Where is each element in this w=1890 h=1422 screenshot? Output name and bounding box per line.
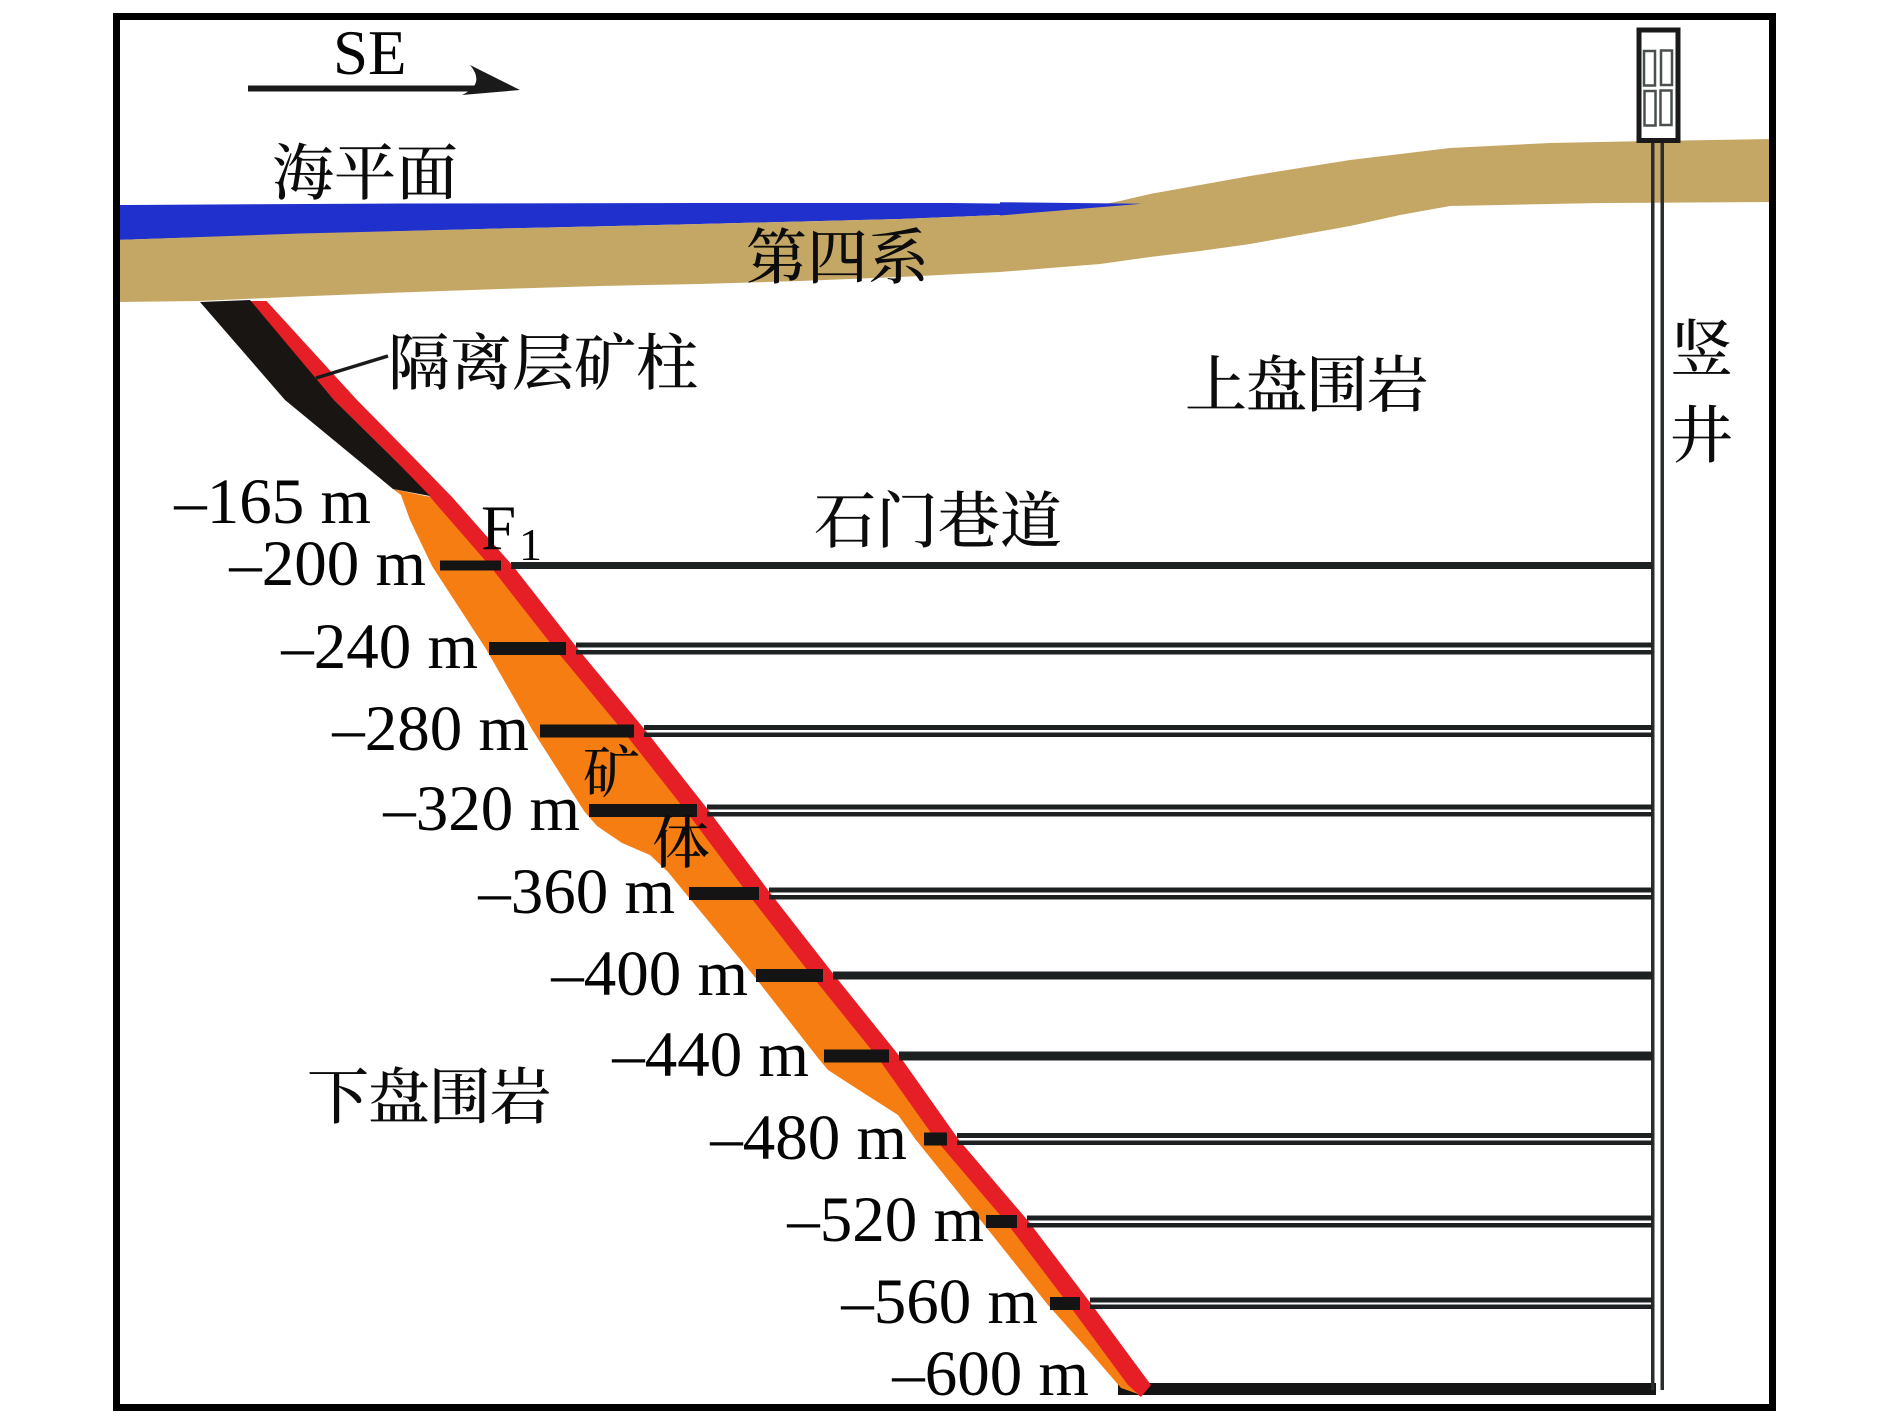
svg-text:–320 m: –320 m <box>382 773 580 845</box>
svg-text:–520 m: –520 m <box>786 1184 984 1256</box>
svg-text:–560 m: –560 m <box>840 1266 1038 1338</box>
svg-text:–200 m: –200 m <box>228 528 426 600</box>
svg-text:SE: SE <box>333 18 407 88</box>
svg-text:F: F <box>481 493 516 563</box>
svg-text:–280 m: –280 m <box>331 693 529 765</box>
svg-text:–440 m: –440 m <box>611 1019 809 1091</box>
svg-text:–240 m: –240 m <box>280 611 478 683</box>
svg-text:–600 m: –600 m <box>891 1338 1089 1410</box>
svg-text:–165 m: –165 m <box>173 466 371 538</box>
svg-text:–480 m: –480 m <box>709 1102 907 1174</box>
svg-text:–400 m: –400 m <box>550 938 748 1010</box>
svg-text:–360 m: –360 m <box>477 856 675 928</box>
svg-text:1: 1 <box>519 519 542 570</box>
